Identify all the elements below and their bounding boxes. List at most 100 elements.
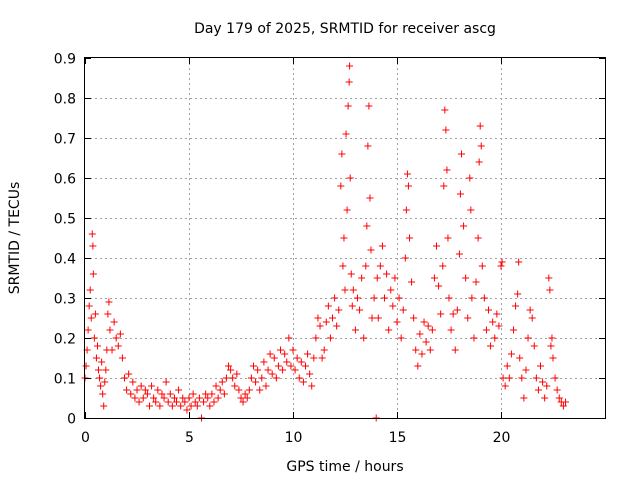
data-point [363,222,371,230]
data-point [366,194,374,202]
data-point [320,346,328,354]
data-point [200,398,208,406]
data-point [422,338,430,346]
data-point [229,374,237,382]
data-point [260,358,268,366]
data-point [370,294,378,302]
data-point [233,370,241,378]
data-point [548,334,556,342]
data-point [91,310,99,318]
data-point [220,390,228,398]
data-point [462,274,470,282]
data-point [553,386,561,394]
data-point [297,358,305,366]
data-point [524,334,532,342]
data-point [541,394,549,402]
data-point [495,322,503,330]
data-point [338,150,346,158]
y-tick-label: 0.5 [54,212,76,228]
data-point [102,366,110,374]
data-point [318,354,326,362]
data-point [555,394,563,402]
data-point [160,394,168,402]
data-point [475,158,483,166]
data-point [101,378,109,386]
data-point [532,374,540,382]
data-point [137,382,145,390]
data-point [87,314,95,322]
data-point [403,170,411,178]
data-point [152,398,160,406]
data-point [391,274,399,282]
data-point [360,334,368,342]
data-point [493,310,501,318]
data-point [170,394,178,402]
data-point [497,262,505,270]
data-point [331,294,339,302]
data-point [214,394,222,402]
data-point [367,246,375,254]
data-point [235,386,243,394]
data-point [283,358,291,366]
data-point [472,278,480,286]
data-point [162,378,170,386]
data-point [164,398,172,406]
data-point [204,394,212,402]
data-point [93,342,101,350]
data-point [92,354,100,362]
y-tick-label: 0.8 [54,92,76,108]
data-point [346,174,354,182]
plot-frame [84,57,606,419]
data-point [467,206,475,214]
data-point [256,386,264,394]
data-point [455,250,463,258]
data-point [127,390,135,398]
data-point [433,242,441,250]
data-point [474,234,482,242]
data-point [82,362,90,370]
data-point [520,394,528,402]
data-point [237,394,245,402]
x-tick-label: 15 [389,430,407,446]
data-point [480,294,488,302]
data-point [482,326,490,334]
data-point [193,402,201,410]
data-point [312,334,320,342]
data-point [326,334,334,342]
y-tick-label: 0.9 [54,52,76,68]
y-tick-label: 0.1 [54,372,76,388]
data-point [507,350,515,358]
data-point [262,382,270,390]
data-point [306,370,314,378]
y-axis-tick-labels: 0 0.1 0.2 0.3 0.4 0.5 0.6 0.7 0.8 0.9 [54,52,76,428]
data-point [397,334,405,342]
data-point [329,314,337,322]
data-point [274,362,282,370]
data-point [343,206,351,214]
data-point [268,370,276,378]
data-point [499,374,507,382]
x-tick-label: 5 [185,430,194,446]
data-point [90,334,98,342]
data-point [301,362,309,370]
data-point [241,390,249,398]
y-tick-label: 0.7 [54,132,76,148]
data-point [345,78,353,86]
data-point [249,362,257,370]
data-point [503,362,511,370]
data-point [408,278,416,286]
data-point [522,366,530,374]
data-point [191,398,199,406]
data-point [316,322,324,330]
x-axis-label: GPS time / hours [286,459,403,475]
data-point [426,346,434,354]
data-point [133,386,141,394]
data-point [476,122,484,130]
data-point [185,394,193,402]
data-point [202,390,210,398]
data-point [222,374,230,382]
data-points [81,62,569,422]
data-point [470,334,478,342]
data-point [254,366,262,374]
data-point [212,382,220,390]
